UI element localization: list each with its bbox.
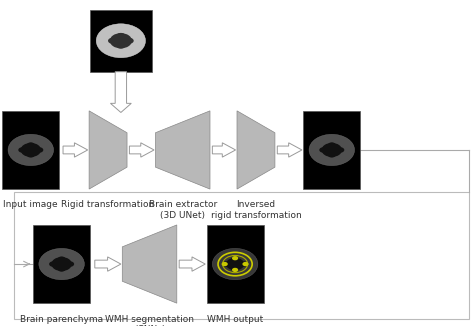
- Circle shape: [110, 33, 132, 48]
- Circle shape: [51, 257, 72, 271]
- Circle shape: [319, 147, 327, 153]
- Circle shape: [337, 147, 344, 153]
- Circle shape: [242, 262, 249, 266]
- Circle shape: [18, 147, 26, 153]
- Circle shape: [232, 268, 238, 272]
- Bar: [90, 10, 152, 72]
- Circle shape: [231, 257, 239, 262]
- Circle shape: [27, 152, 35, 157]
- Bar: [14, 192, 469, 319]
- Circle shape: [117, 33, 125, 39]
- Bar: [207, 225, 264, 303]
- Circle shape: [108, 38, 117, 44]
- Circle shape: [27, 142, 35, 148]
- Circle shape: [223, 261, 230, 267]
- Circle shape: [39, 248, 84, 280]
- Polygon shape: [122, 225, 177, 303]
- Circle shape: [96, 24, 146, 58]
- Bar: [2, 111, 59, 189]
- Polygon shape: [237, 111, 275, 189]
- Circle shape: [66, 261, 74, 267]
- Circle shape: [36, 147, 43, 153]
- Circle shape: [58, 257, 65, 262]
- Circle shape: [328, 152, 336, 157]
- Polygon shape: [179, 257, 205, 271]
- Polygon shape: [277, 143, 302, 157]
- Circle shape: [212, 248, 258, 280]
- Circle shape: [117, 43, 125, 49]
- Circle shape: [309, 134, 355, 166]
- Text: WMH output: WMH output: [207, 315, 263, 324]
- Circle shape: [232, 256, 238, 260]
- Polygon shape: [63, 143, 88, 157]
- Circle shape: [20, 143, 41, 157]
- Circle shape: [49, 261, 57, 267]
- Text: WMH segmentation
(CNNs): WMH segmentation (CNNs): [105, 315, 194, 326]
- Polygon shape: [89, 111, 127, 189]
- Text: Brain extractor
(3D UNet): Brain extractor (3D UNet): [149, 200, 217, 220]
- Circle shape: [328, 142, 336, 148]
- Circle shape: [221, 262, 228, 266]
- Polygon shape: [95, 257, 121, 271]
- Circle shape: [8, 134, 54, 166]
- Circle shape: [321, 143, 342, 157]
- Polygon shape: [155, 111, 210, 189]
- Polygon shape: [212, 143, 236, 157]
- Bar: [33, 225, 90, 303]
- Text: Rigid transformation: Rigid transformation: [62, 200, 155, 210]
- Circle shape: [58, 266, 65, 272]
- Text: Inversed
rigid transformation: Inversed rigid transformation: [210, 200, 301, 220]
- Circle shape: [240, 261, 247, 267]
- Bar: [303, 111, 360, 189]
- Circle shape: [125, 38, 134, 44]
- Text: Brain parenchyma: Brain parenchyma: [20, 315, 103, 324]
- Circle shape: [226, 258, 244, 270]
- Polygon shape: [110, 72, 131, 112]
- Text: Input image: Input image: [3, 200, 58, 210]
- Polygon shape: [129, 143, 154, 157]
- Circle shape: [231, 266, 239, 272]
